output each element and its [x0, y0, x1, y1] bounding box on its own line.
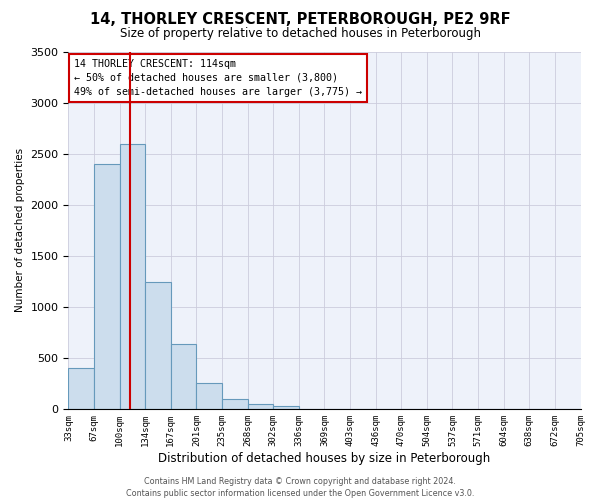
Text: 14, THORLEY CRESCENT, PETERBOROUGH, PE2 9RF: 14, THORLEY CRESCENT, PETERBOROUGH, PE2 … — [89, 12, 511, 28]
Bar — [94, 164, 119, 410]
Bar — [68, 368, 94, 410]
Text: 14 THORLEY CRESCENT: 114sqm
← 50% of detached houses are smaller (3,800)
49% of : 14 THORLEY CRESCENT: 114sqm ← 50% of det… — [74, 58, 362, 96]
X-axis label: Distribution of detached houses by size in Peterborough: Distribution of detached houses by size … — [158, 452, 491, 465]
Text: Size of property relative to detached houses in Peterborough: Size of property relative to detached ho… — [119, 28, 481, 40]
Bar — [171, 344, 196, 410]
Y-axis label: Number of detached properties: Number of detached properties — [15, 148, 25, 312]
Text: Contains HM Land Registry data © Crown copyright and database right 2024.
Contai: Contains HM Land Registry data © Crown c… — [126, 476, 474, 498]
Bar — [273, 406, 299, 410]
Bar — [248, 404, 273, 409]
Bar — [196, 383, 222, 409]
Bar — [222, 399, 248, 409]
Bar — [145, 282, 171, 410]
Bar — [119, 144, 145, 410]
